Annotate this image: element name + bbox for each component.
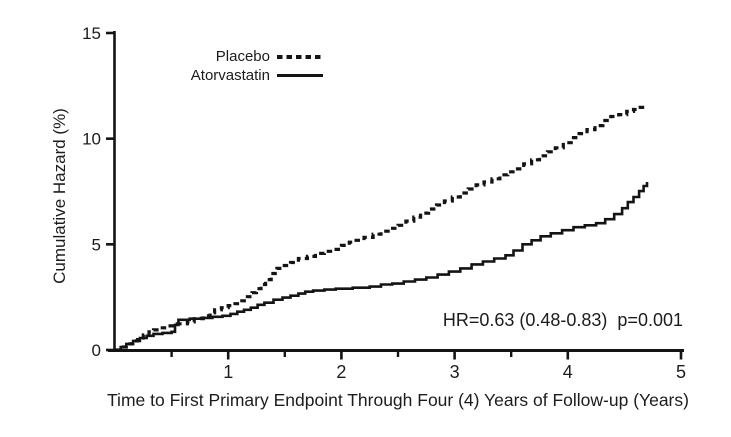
y-axis-title: Cumulative Hazard (%) bbox=[50, 108, 69, 284]
x-tick-label: 4 bbox=[563, 362, 573, 382]
y-tick-label: 15 bbox=[82, 24, 101, 43]
atorvastatin-curve bbox=[115, 182, 649, 352]
legend: Placebo Atorvastatin bbox=[191, 47, 323, 85]
x-tick-label: 3 bbox=[450, 362, 460, 382]
x-tick-label: 5 bbox=[676, 362, 686, 382]
x-tick-label: 2 bbox=[336, 362, 346, 382]
y-tick-label: 5 bbox=[92, 235, 101, 254]
dashed-line-sample bbox=[277, 54, 323, 59]
legend-label-atorvastatin: Atorvastatin bbox=[190, 67, 270, 84]
y-tick-label: 0 bbox=[92, 341, 101, 360]
placebo-curve bbox=[115, 105, 649, 352]
legend-item-placebo: Placebo bbox=[191, 47, 323, 66]
y-tick-label: 10 bbox=[82, 130, 101, 149]
x-axis-title: Time to First Primary Endpoint Through F… bbox=[107, 390, 689, 410]
solid-line-sample bbox=[277, 74, 323, 77]
x-tick-label: 1 bbox=[223, 362, 233, 382]
legend-label-placebo: Placebo bbox=[215, 48, 270, 65]
hazard-ratio-annotation: HR=0.63 (0.48-0.83) p=0.001 bbox=[442, 310, 683, 330]
legend-item-atorvastatin: Atorvastatin bbox=[191, 66, 323, 85]
